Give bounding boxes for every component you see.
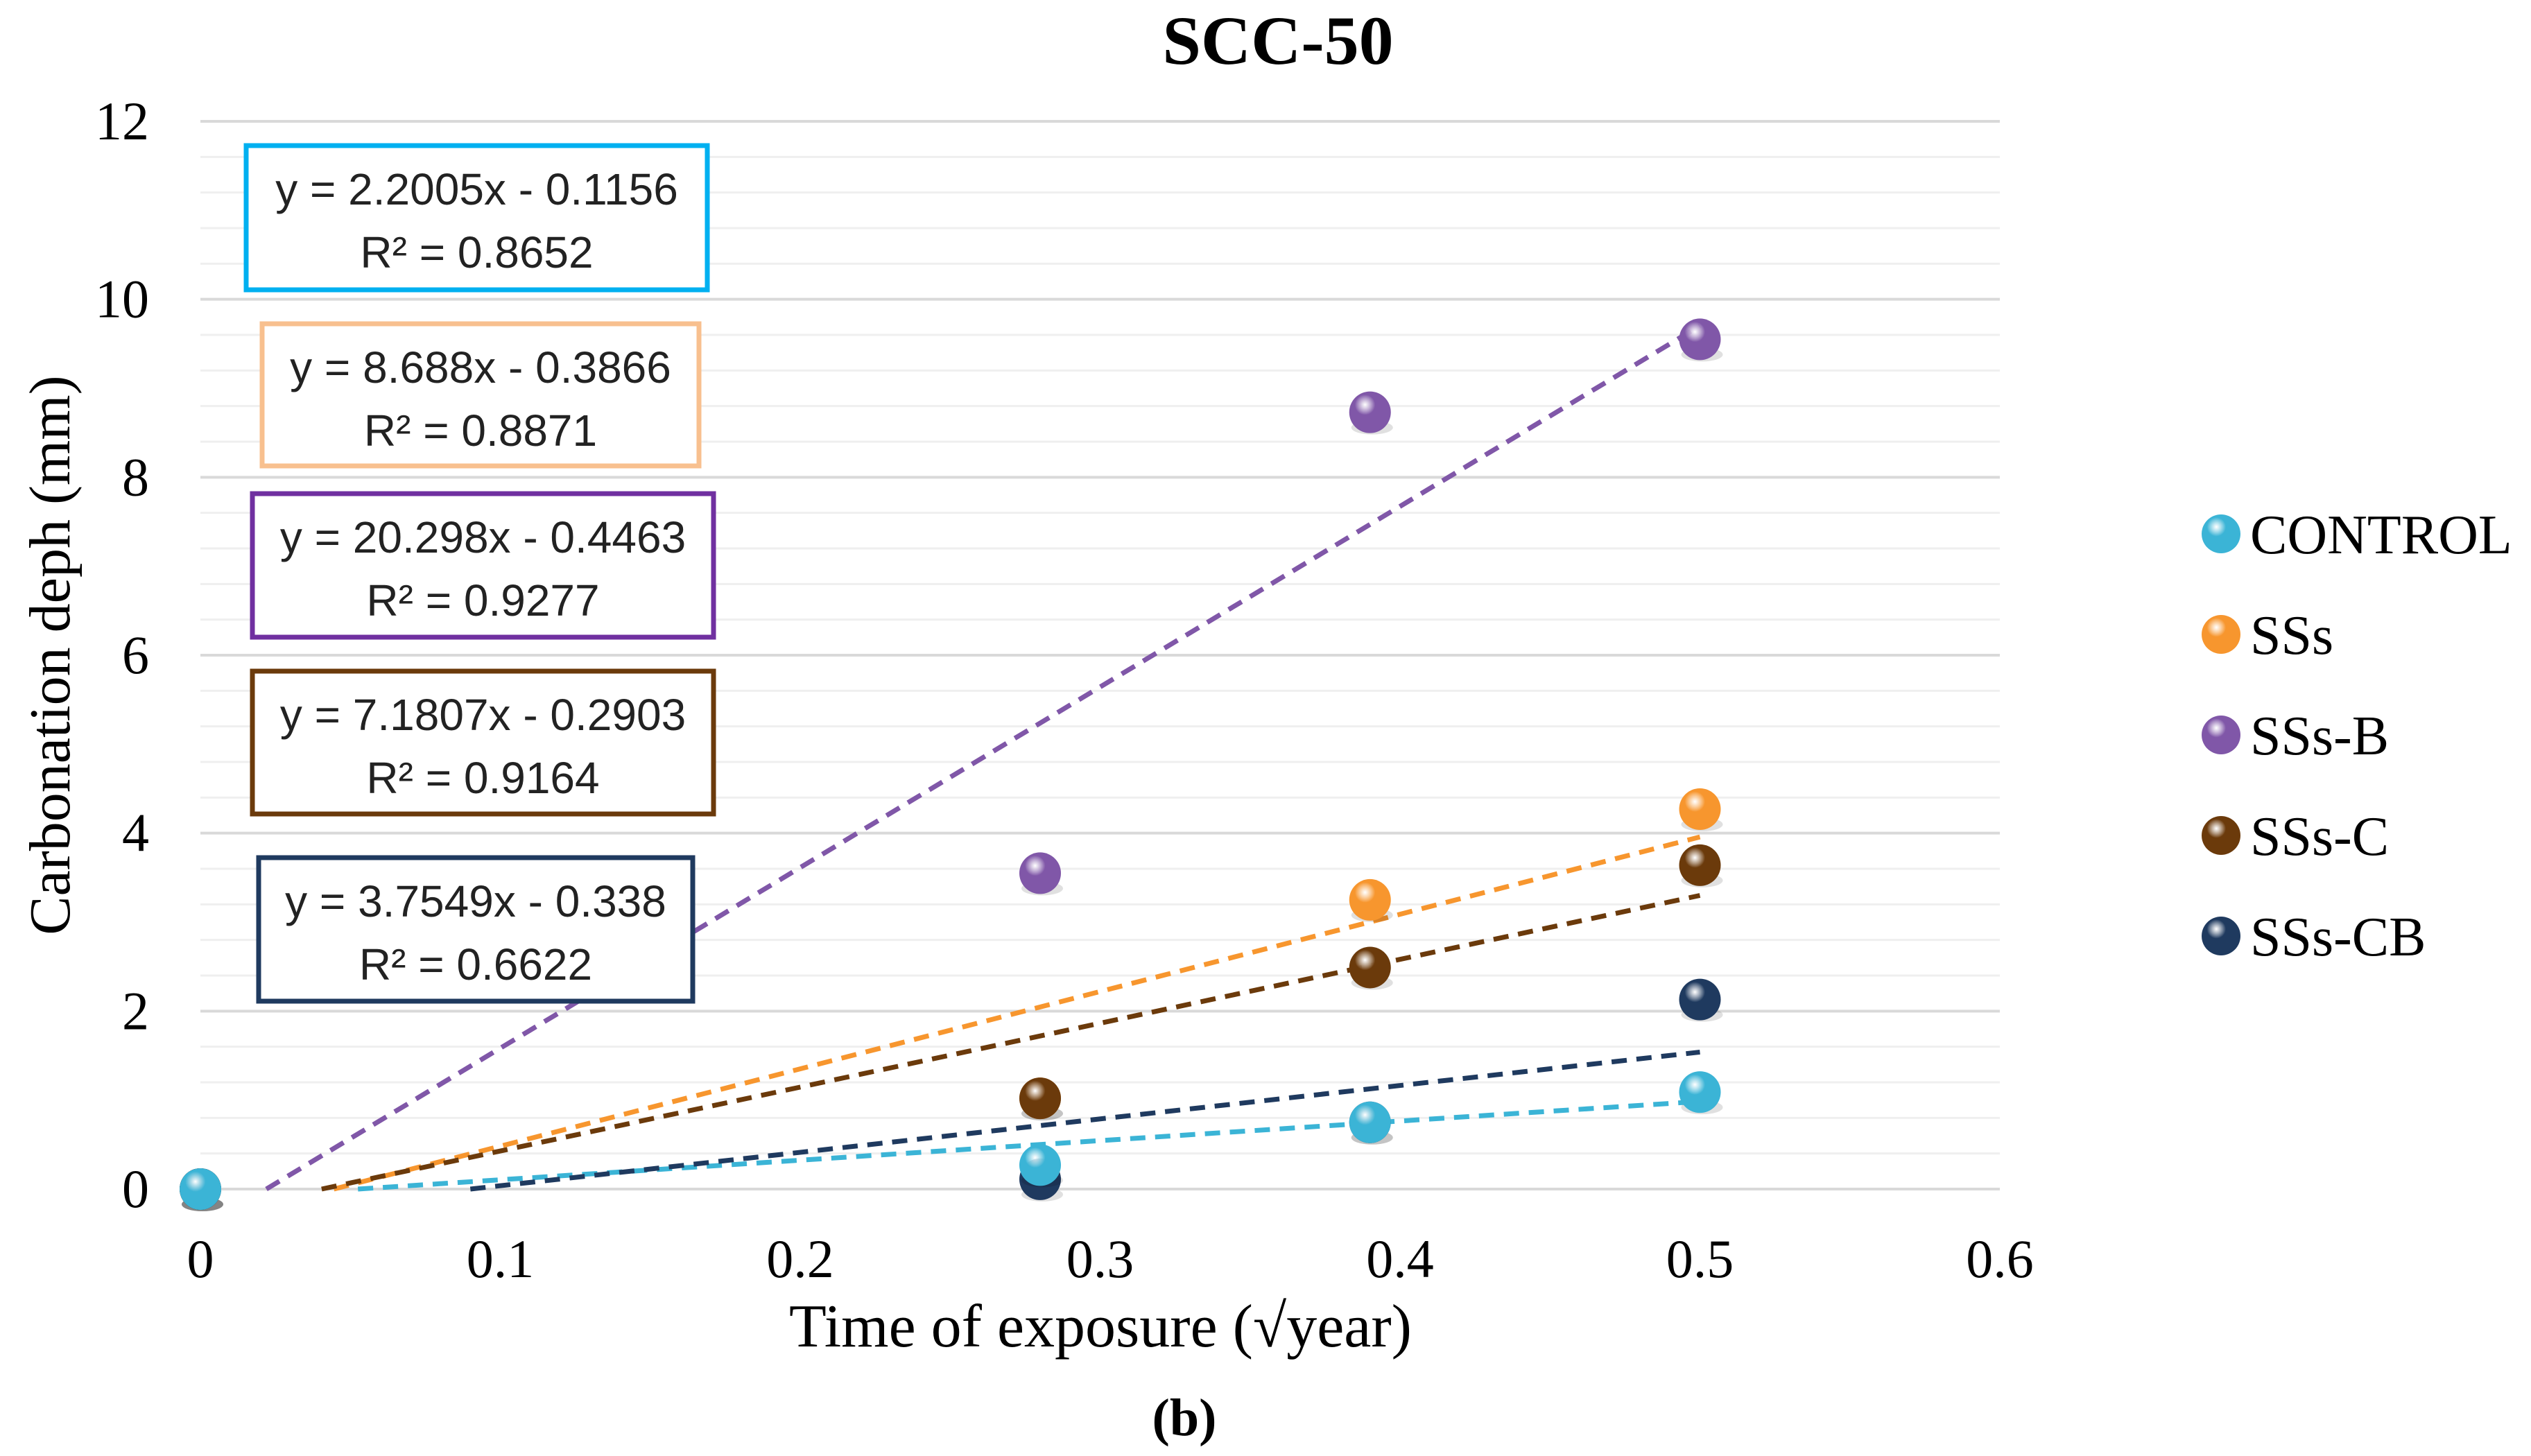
- x-tick-label: 0.4: [1366, 1229, 1434, 1289]
- trend-r-squared: R² = 0.8871: [364, 406, 597, 456]
- x-tick-label: 0.2: [766, 1229, 834, 1289]
- trend-equation: y = 3.7549x - 0.338: [285, 876, 666, 926]
- data-point-control: [1019, 1144, 1061, 1186]
- legend: CONTROL SSs SSs-B SSs-C SSs-CB: [2202, 505, 2512, 968]
- data-point-sss-b: [1679, 318, 1721, 361]
- data-point-sss-cb: [1679, 978, 1721, 1021]
- trend-r-squared: R² = 0.9164: [366, 753, 599, 803]
- legend-label-sss: SSs: [2250, 605, 2333, 666]
- equation-boxes: y = 2.2005x - 0.1156 R² = 0.8652 y = 8.688…: [243, 143, 716, 1004]
- trend-equation: y = 8.688x - 0.3866: [290, 343, 671, 392]
- equation-box-sss: [259, 321, 702, 469]
- x-tick-label: 0.5: [1666, 1229, 1734, 1289]
- y-tick-label: 0: [122, 1159, 149, 1219]
- x-tick-label: 0: [187, 1229, 214, 1289]
- data-point-sss-b: [1349, 391, 1391, 433]
- x-axis-label: Time of exposure (√year): [789, 1293, 1412, 1360]
- equation-box-sss-cb: [256, 855, 696, 1004]
- trend-equation: y = 7.1807x - 0.2903: [280, 690, 686, 740]
- data-point-sss-c: [1349, 946, 1391, 989]
- data-point-sss: [1679, 788, 1721, 831]
- trend-equation: y = 20.298x - 0.4463: [280, 512, 686, 562]
- legend-label-sss-b: SSs-B: [2250, 706, 2389, 767]
- y-tick-label: 12: [95, 91, 149, 151]
- trend-r-squared: R² = 0.6622: [359, 939, 592, 989]
- trendline-sss: [333, 834, 1701, 1192]
- x-tick-label: 0.3: [1066, 1229, 1134, 1289]
- trendline-sss-c: [321, 893, 1701, 1192]
- legend-label-sss-cb: SSs-CB: [2250, 907, 2426, 968]
- data-point-sss-c: [1019, 1077, 1061, 1120]
- trend-r-squared: R² = 0.9277: [366, 575, 599, 625]
- equation-box-control: [243, 143, 710, 293]
- tick-labels: 0 2 4 6 8 10 12 0 0.1 0.2 0.3 0.4 0.5 0.6: [95, 91, 2034, 1289]
- y-tick-label: 4: [122, 803, 149, 863]
- trendline-sss-b: [265, 323, 1702, 1191]
- legend-marker-sss-c: [2202, 816, 2240, 855]
- data-point-control: [180, 1168, 221, 1210]
- y-tick-label: 10: [95, 269, 149, 329]
- data-point-control: [1679, 1071, 1721, 1113]
- equation-box-sss-c: [250, 668, 716, 817]
- legend-marker-sss-b: [2202, 716, 2240, 754]
- figure-caption: (b): [1152, 1389, 1217, 1447]
- equation-box-sss-b: [250, 491, 716, 640]
- x-tick-label: 0.1: [467, 1229, 535, 1289]
- legend-label-sss-c: SSs-C: [2250, 806, 2389, 867]
- y-tick-label: 8: [122, 447, 149, 507]
- trendlines: [265, 323, 1702, 1192]
- legend-marker-sss-cb: [2202, 917, 2240, 955]
- data-points: [180, 318, 1723, 1211]
- data-point-sss: [1349, 878, 1391, 921]
- chart-title: SCC-50: [1162, 2, 1393, 79]
- y-tick-label: 2: [122, 980, 149, 1041]
- y-tick-label: 6: [122, 625, 149, 685]
- trend-r-squared: R² = 0.8652: [360, 227, 593, 277]
- legend-marker-sss: [2202, 615, 2240, 654]
- x-tick-label: 0.6: [1966, 1229, 2034, 1289]
- legend-marker-control: [2202, 514, 2240, 553]
- y-axis-label: Carbonation deph (mm): [18, 375, 83, 935]
- legend-label-control: CONTROL: [2250, 505, 2512, 566]
- data-point-sss-c: [1679, 844, 1721, 886]
- data-point-control: [1349, 1101, 1391, 1143]
- data-point-sss-b: [1019, 852, 1061, 894]
- trend-equation: y = 2.2005x - 0.1156: [275, 164, 678, 214]
- trendline-sss-cb: [469, 1049, 1700, 1192]
